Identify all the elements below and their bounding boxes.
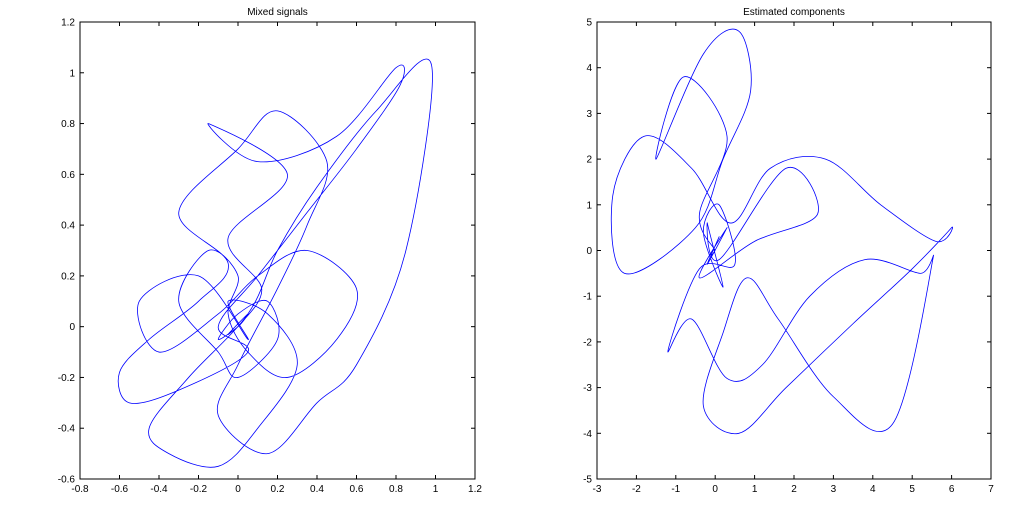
x-tick-label: 5 [909,484,915,495]
x-tick-label: 0.4 [310,484,324,495]
y-tick-label: 3 [586,109,592,120]
y-tick-label: 0 [69,322,75,333]
y-tick-label: -5 [583,475,592,486]
x-tick-label: 6 [949,484,955,495]
x-tick-label: 1 [433,484,439,495]
y-tick-label: -1 [583,292,592,303]
y-tick-label: -0.2 [58,373,76,384]
y-tick-label: -0.6 [58,475,76,486]
x-tick-label: 1 [752,484,758,495]
y-tick-label: 0.6 [61,170,75,181]
y-tick-label: 1.2 [61,18,75,29]
y-tick-label: -0.4 [58,424,76,435]
x-tick-label: 0.6 [350,484,364,495]
y-tick-label: 1 [586,200,592,211]
x-tick-label: -0.4 [150,484,168,495]
x-tick-label: -0.2 [190,484,208,495]
axes-frame [596,21,992,480]
x-tick-label: -0.8 [71,484,89,495]
y-tick-label: -2 [583,337,592,348]
chart-title: Estimated components [743,7,845,18]
x-tick-label: 0.8 [389,484,403,495]
x-tick-label: -1 [671,484,680,495]
x-tick-label: 0 [712,484,718,495]
x-tick-label: 0 [235,484,241,495]
y-tick-label: 0.2 [61,271,75,282]
y-tick-label: 1 [69,68,75,79]
x-tick-label: 3 [831,484,837,495]
y-tick-label: 0.8 [61,119,75,130]
x-tick-label: 7 [988,484,994,495]
trajectory-line [117,58,433,468]
x-tick-label: 0.2 [271,484,285,495]
y-tick-label: 4 [586,63,592,74]
trajectory-line [610,28,953,435]
x-tick-label: 4 [870,484,876,495]
estimated-components-plot: -3 -2 -1 0 1 2 3 4 5 6 7 -5 -4 -3 -2 -1 0 1 2 3 4 5 Estimated … [583,7,994,495]
y-tick-label: 2 [586,155,592,166]
chart-title: Mixed signals [247,7,308,18]
y-tick-label: 0 [586,246,592,257]
y-tick-label: 5 [586,18,592,29]
y-tick-label: -4 [583,429,592,440]
mixed-signals-plot: -0.8 -0.6 -0.4 -0.2 0 0.2 0.4 0.6 0.8 1 1.2-0.6-0.… [58,7,483,495]
x-tick-label: -0.6 [111,484,129,495]
y-tick-label: -3 [583,383,592,394]
y-tick-label: 0.4 [61,221,75,232]
x-tick-label: 2 [791,484,797,495]
x-tick-label: 1.2 [468,484,482,495]
x-tick-label: -3 [593,484,602,495]
x-tick-label: -2 [632,484,641,495]
